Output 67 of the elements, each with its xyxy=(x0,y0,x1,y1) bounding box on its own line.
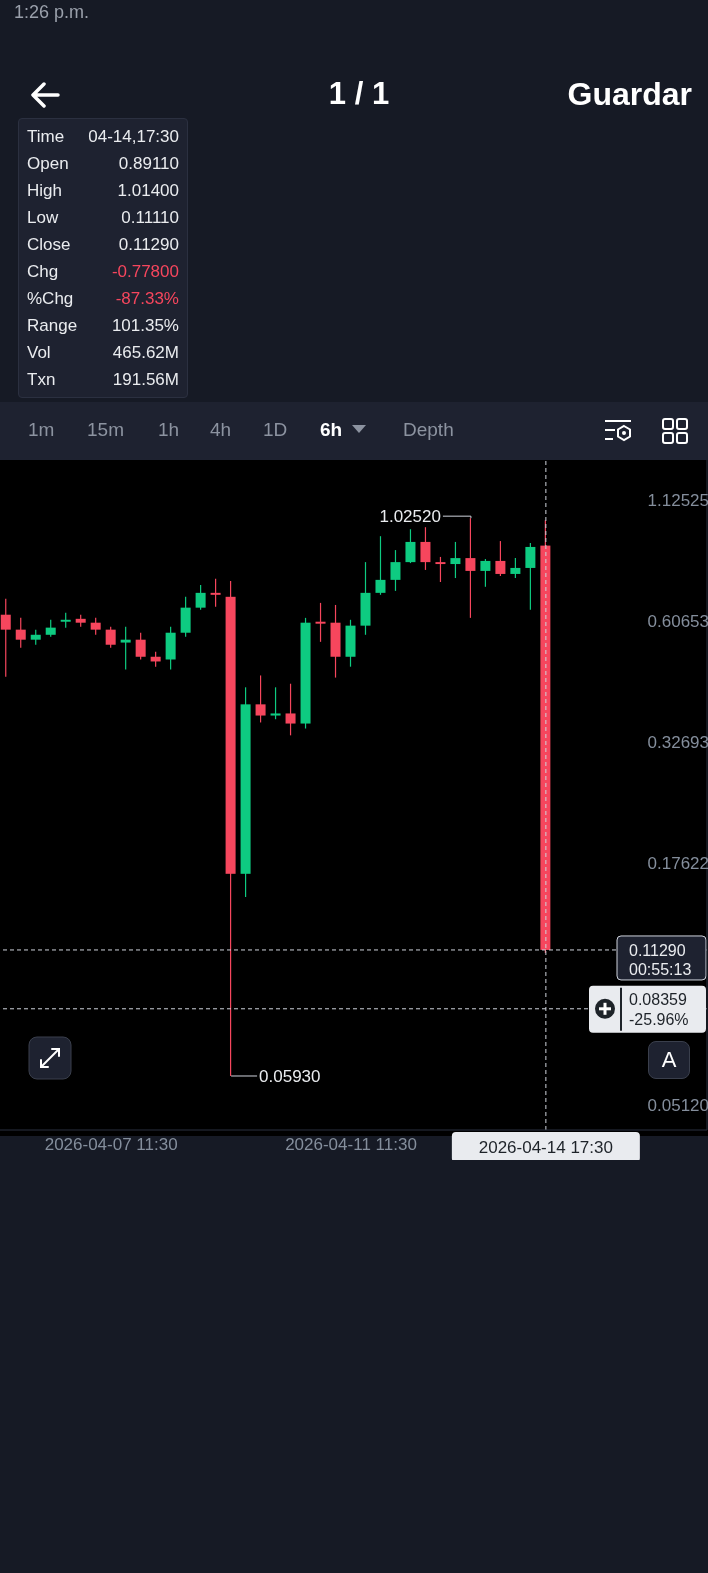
candlestick xyxy=(285,683,296,736)
text: Close xyxy=(27,234,71,255)
text: Txn xyxy=(27,369,56,390)
text: %Chg xyxy=(27,288,74,309)
text: -0.77800 xyxy=(111,261,179,282)
x-tick-label: 2026-04-07 11:30 xyxy=(44,1135,178,1155)
y-tick-label: 0.60653 xyxy=(647,611,708,631)
text: 0.89110 xyxy=(118,153,179,174)
candlestick xyxy=(480,558,491,588)
text: 1m xyxy=(28,419,55,441)
y-tick-label: 1.12525 xyxy=(647,490,708,510)
candlestick xyxy=(435,556,446,583)
candlestick xyxy=(405,528,416,564)
candlestick xyxy=(495,540,506,577)
y-tick-label: 0.17622 xyxy=(647,853,708,873)
text: 1 / 1 xyxy=(328,76,390,111)
text: 0.11110 xyxy=(121,207,179,228)
text: Depth xyxy=(403,419,454,441)
candlestick xyxy=(15,617,26,649)
candlestick xyxy=(195,584,206,611)
text: Range xyxy=(27,315,78,336)
candlestick xyxy=(450,541,461,579)
candlestick xyxy=(390,549,401,592)
annotation: -25.96% xyxy=(629,1010,689,1028)
text: 101.35% xyxy=(111,315,179,336)
text: 15m xyxy=(87,419,124,441)
text: High xyxy=(27,180,62,201)
text: 1.01400 xyxy=(117,180,179,201)
annotation: 0.05930 xyxy=(259,1066,321,1086)
text: 0.11290 xyxy=(118,234,179,255)
text: Open xyxy=(27,153,69,174)
text: 04-14,17:30 xyxy=(88,126,179,147)
annotation: A xyxy=(648,1041,690,1079)
text: Vol xyxy=(27,342,51,363)
text: -87.33% xyxy=(115,288,179,309)
ref-line-label: 0.08359 xyxy=(629,990,687,1008)
text: 6h xyxy=(320,419,343,441)
text: 191.56M xyxy=(112,369,179,390)
text: Time xyxy=(27,126,65,147)
text: 1D xyxy=(263,419,288,441)
text: 465.62M xyxy=(112,342,179,363)
candlestick xyxy=(315,602,326,643)
ref-line-label: 0.11290 xyxy=(629,941,686,959)
text: 1:26 p.m. xyxy=(14,2,90,23)
candlestick xyxy=(510,557,521,579)
candlestick xyxy=(120,626,131,671)
text: 1h xyxy=(158,419,180,441)
text: Guardar xyxy=(567,76,692,112)
candlestick xyxy=(135,632,146,661)
candlestick xyxy=(255,674,266,724)
candlestick xyxy=(105,626,116,649)
candlestick xyxy=(0,598,11,678)
candlestick xyxy=(210,578,221,608)
candlestick xyxy=(375,535,386,596)
candlestick xyxy=(465,517,476,619)
y-tick-label: 0.05120 xyxy=(647,1095,708,1115)
x-tick-label: 2026-04-11 11:30 xyxy=(285,1135,417,1155)
text: Low xyxy=(27,207,59,228)
text: Chg xyxy=(27,261,59,282)
ref-line-label: 2026-04-14 17:30 xyxy=(478,1138,613,1157)
annotation: 00:55:13 xyxy=(629,960,692,978)
candlestick xyxy=(420,526,431,571)
candlestick xyxy=(525,542,536,611)
annotation: 1.02520 xyxy=(379,507,441,527)
candlestick xyxy=(270,686,281,720)
text: 4h xyxy=(210,419,232,441)
y-tick-label: 0.32693 xyxy=(647,732,708,752)
